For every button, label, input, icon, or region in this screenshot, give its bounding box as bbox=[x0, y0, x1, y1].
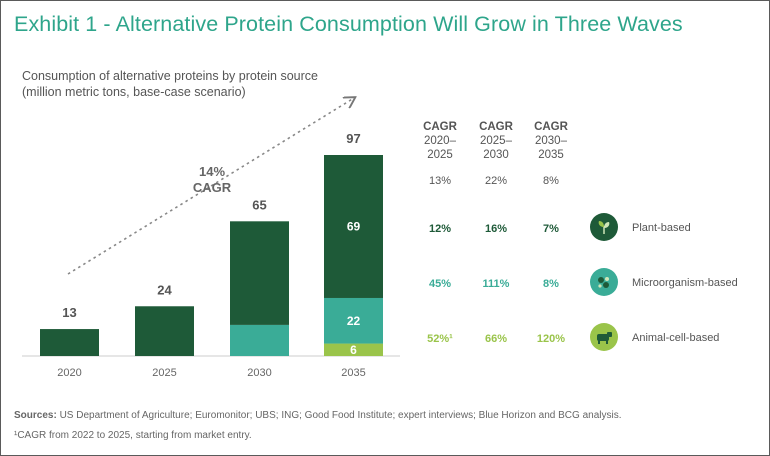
growth-trend-arrow bbox=[67, 98, 354, 275]
cagr-header-3-period: 2030– 2035 bbox=[535, 135, 567, 161]
animal-cagr-1: 52%¹ bbox=[427, 333, 453, 345]
sources-note: Sources: US Department of Agriculture; E… bbox=[14, 410, 622, 421]
micro-cagr-2: 111% bbox=[482, 278, 510, 290]
bar-total-2035: 97 bbox=[346, 131, 360, 146]
plant-label: Plant-based bbox=[632, 222, 691, 234]
total-cagr-3: 8% bbox=[543, 175, 559, 187]
plant-cagr-3: 7% bbox=[543, 223, 559, 235]
subtitle-line-2: (million metric tons, base-case scenario… bbox=[22, 85, 246, 99]
micro-label: Microorganism-based bbox=[632, 277, 738, 289]
animal-cagr-2: 66% bbox=[484, 333, 508, 345]
exhibit-title: Exhibit 1 - Alternative Protein Consumpt… bbox=[14, 12, 683, 36]
subtitle-line-1: Consumption of alternative proteins by p… bbox=[22, 69, 318, 83]
x-tick-2035: 2035 bbox=[341, 367, 365, 379]
x-tick-2020: 2020 bbox=[57, 367, 81, 379]
cagr-header-2: CAGR 2025– 2030 bbox=[466, 120, 526, 162]
segment-label-micro: 22 bbox=[347, 314, 361, 328]
bars-group: 13 2020 24 2025 65 2030 6 22 69 97 2035 bbox=[40, 131, 383, 379]
cagr-header-3-label: CAGR bbox=[534, 121, 568, 133]
microorganism-icon bbox=[590, 268, 618, 296]
micro-cagr-3: 8% bbox=[543, 278, 559, 290]
bar-total-2025: 24 bbox=[157, 282, 172, 297]
x-tick-2030: 2030 bbox=[247, 367, 271, 379]
plant-cagr-2: 16% bbox=[484, 223, 508, 235]
cagr-header-1-label: CAGR bbox=[423, 121, 457, 133]
cagr-header-1-period: 2020– 2025 bbox=[424, 135, 456, 161]
bar-segment-animal-2035 bbox=[324, 343, 383, 356]
animal-cagr-3: 120% bbox=[536, 333, 566, 345]
total-cagr-1: 13% bbox=[428, 175, 452, 187]
micro-cagr-1: 45% bbox=[428, 278, 452, 290]
footnote: ¹CAGR from 2022 to 2025, starting from m… bbox=[14, 430, 252, 441]
segment-label-plant: 69 bbox=[347, 219, 361, 233]
plant-icon bbox=[590, 213, 618, 241]
total-cagr-2: 22% bbox=[484, 175, 508, 187]
cow-icon bbox=[590, 323, 618, 351]
bar-segment-micro-2030 bbox=[230, 324, 289, 356]
cagr-header-2-period: 2025– 2030 bbox=[480, 135, 512, 161]
bar-segment-plant-2030 bbox=[230, 221, 289, 325]
cagr-header-1: CAGR 2020– 2025 bbox=[410, 120, 470, 162]
bar-segment-micro-2035 bbox=[324, 297, 383, 344]
x-tick-2025: 2025 bbox=[152, 367, 176, 379]
bar-segment-plant-2020 bbox=[40, 329, 99, 356]
bar-total-2030: 65 bbox=[252, 197, 266, 212]
cagr-overall-label: CAGR bbox=[193, 180, 232, 195]
cagr-header-3: CAGR 2030– 2035 bbox=[521, 120, 581, 162]
sources-label: Sources: bbox=[14, 410, 57, 421]
bar-segment-plant-2025 bbox=[135, 306, 194, 356]
cagr-overall-value: 14% bbox=[199, 164, 225, 179]
bar-segment-plant-2035 bbox=[324, 155, 383, 298]
bar-total-2020: 13 bbox=[62, 305, 76, 320]
chart-subtitle: Consumption of alternative proteins by p… bbox=[22, 68, 318, 100]
cagr-header-2-label: CAGR bbox=[479, 121, 513, 133]
segment-label-animal: 6 bbox=[350, 343, 357, 357]
animal-label: Animal-cell-based bbox=[632, 332, 720, 344]
sources-text: US Department of Agriculture; Euromonito… bbox=[56, 410, 622, 421]
plant-cagr-1: 12% bbox=[428, 223, 452, 235]
